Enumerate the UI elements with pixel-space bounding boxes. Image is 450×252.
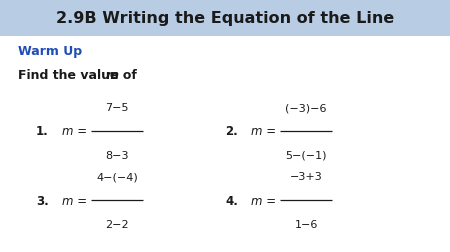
Text: m =: m = xyxy=(251,194,276,207)
Text: 8−3: 8−3 xyxy=(105,150,129,160)
Text: 4.: 4. xyxy=(225,194,238,207)
Text: m =: m = xyxy=(251,125,276,138)
Text: −3+3: −3+3 xyxy=(290,172,323,182)
Text: 7−5: 7−5 xyxy=(105,103,129,113)
Text: 4−(−4): 4−(−4) xyxy=(96,172,138,182)
Text: 5−(−1): 5−(−1) xyxy=(285,150,327,160)
Text: Warm Up: Warm Up xyxy=(18,45,82,58)
Text: m =: m = xyxy=(62,125,87,138)
Text: 2.: 2. xyxy=(225,125,238,138)
Text: 1−6: 1−6 xyxy=(295,219,318,229)
Text: 1.: 1. xyxy=(36,125,49,138)
Text: (−3)−6: (−3)−6 xyxy=(285,103,327,113)
Text: m =: m = xyxy=(62,194,87,207)
Text: 3.: 3. xyxy=(36,194,49,207)
Text: m: m xyxy=(106,69,119,82)
Text: Find the value of: Find the value of xyxy=(18,69,141,82)
Text: 2−2: 2−2 xyxy=(105,219,129,229)
Text: .: . xyxy=(112,69,117,82)
Text: 2.9B Writing the Equation of the Line: 2.9B Writing the Equation of the Line xyxy=(56,11,394,26)
